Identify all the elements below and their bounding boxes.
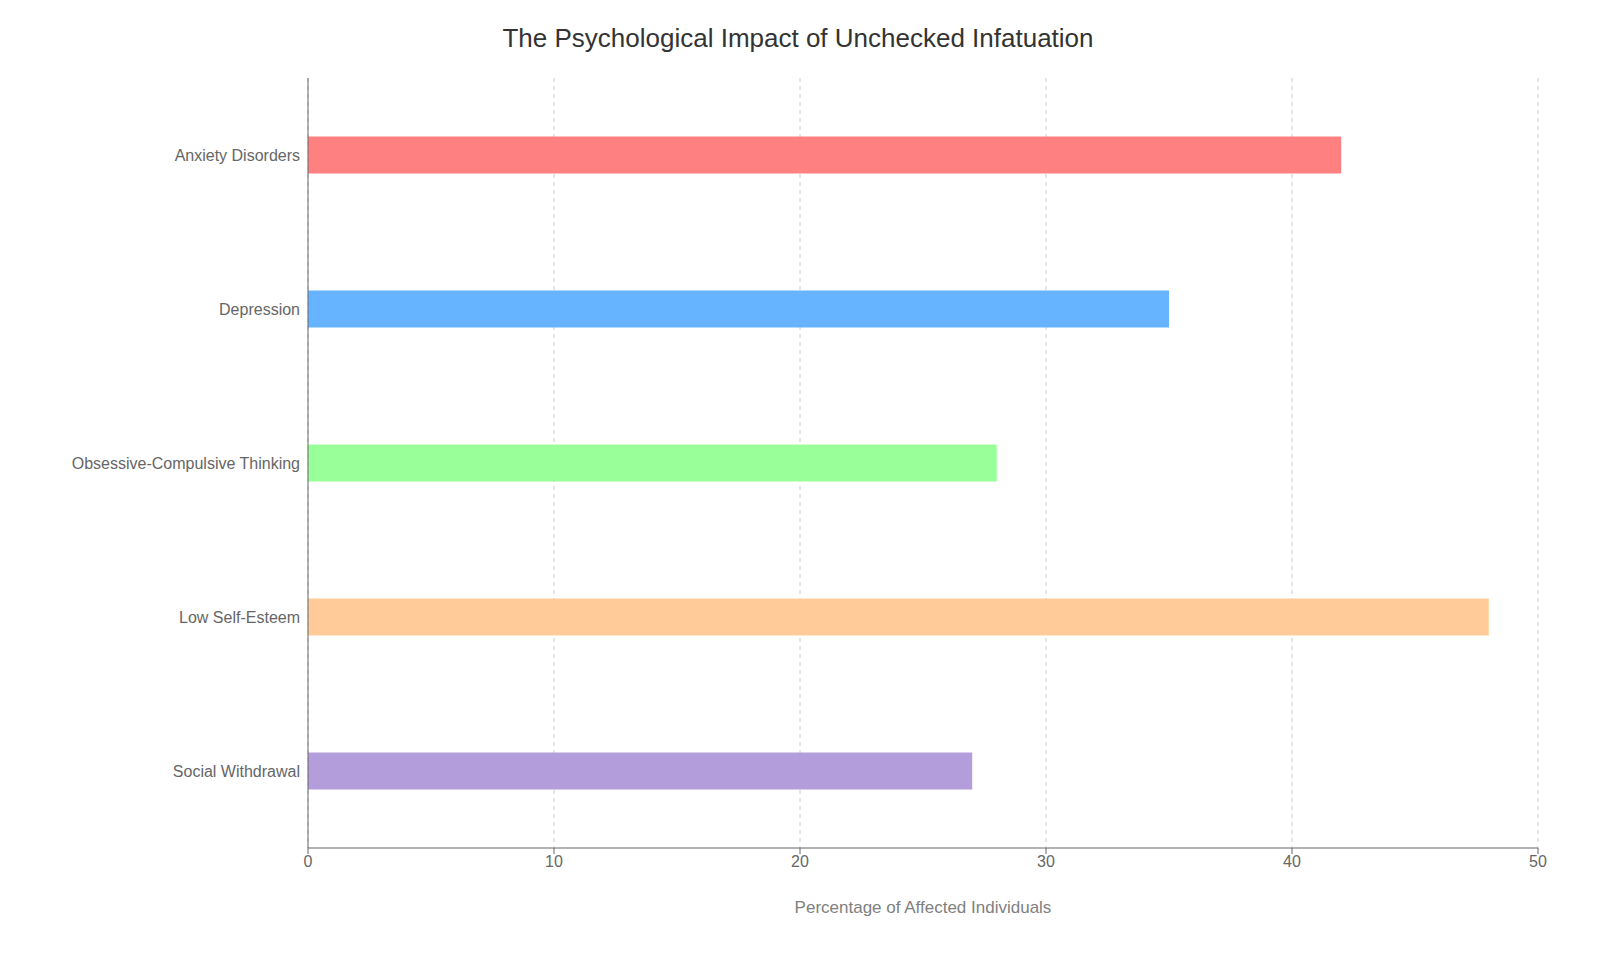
svg-text:30: 30	[1037, 853, 1055, 870]
svg-text:10: 10	[545, 853, 563, 870]
svg-text:Anxiety Disorders: Anxiety Disorders	[175, 147, 300, 164]
html-text:The Psychological Impact of Un: The Psychological Impact of Unchecked In…	[502, 23, 1094, 53]
svg-text:Social Withdrawal: Social Withdrawal	[173, 763, 300, 780]
svg-text:50: 50	[1529, 853, 1547, 870]
svg-text:Obsessive-Compulsive Thinking: Obsessive-Compulsive Thinking	[72, 455, 300, 472]
svg-text:Low Self-Esteem: Low Self-Esteem	[179, 609, 300, 626]
svg-text:Depression: Depression	[219, 301, 300, 318]
svg-text:Percentage of Affected Individ: Percentage of Affected Individuals	[795, 898, 1052, 917]
svg-text:40: 40	[1283, 853, 1301, 870]
svg-text:0: 0	[304, 853, 313, 870]
svg-text:20: 20	[791, 853, 809, 870]
